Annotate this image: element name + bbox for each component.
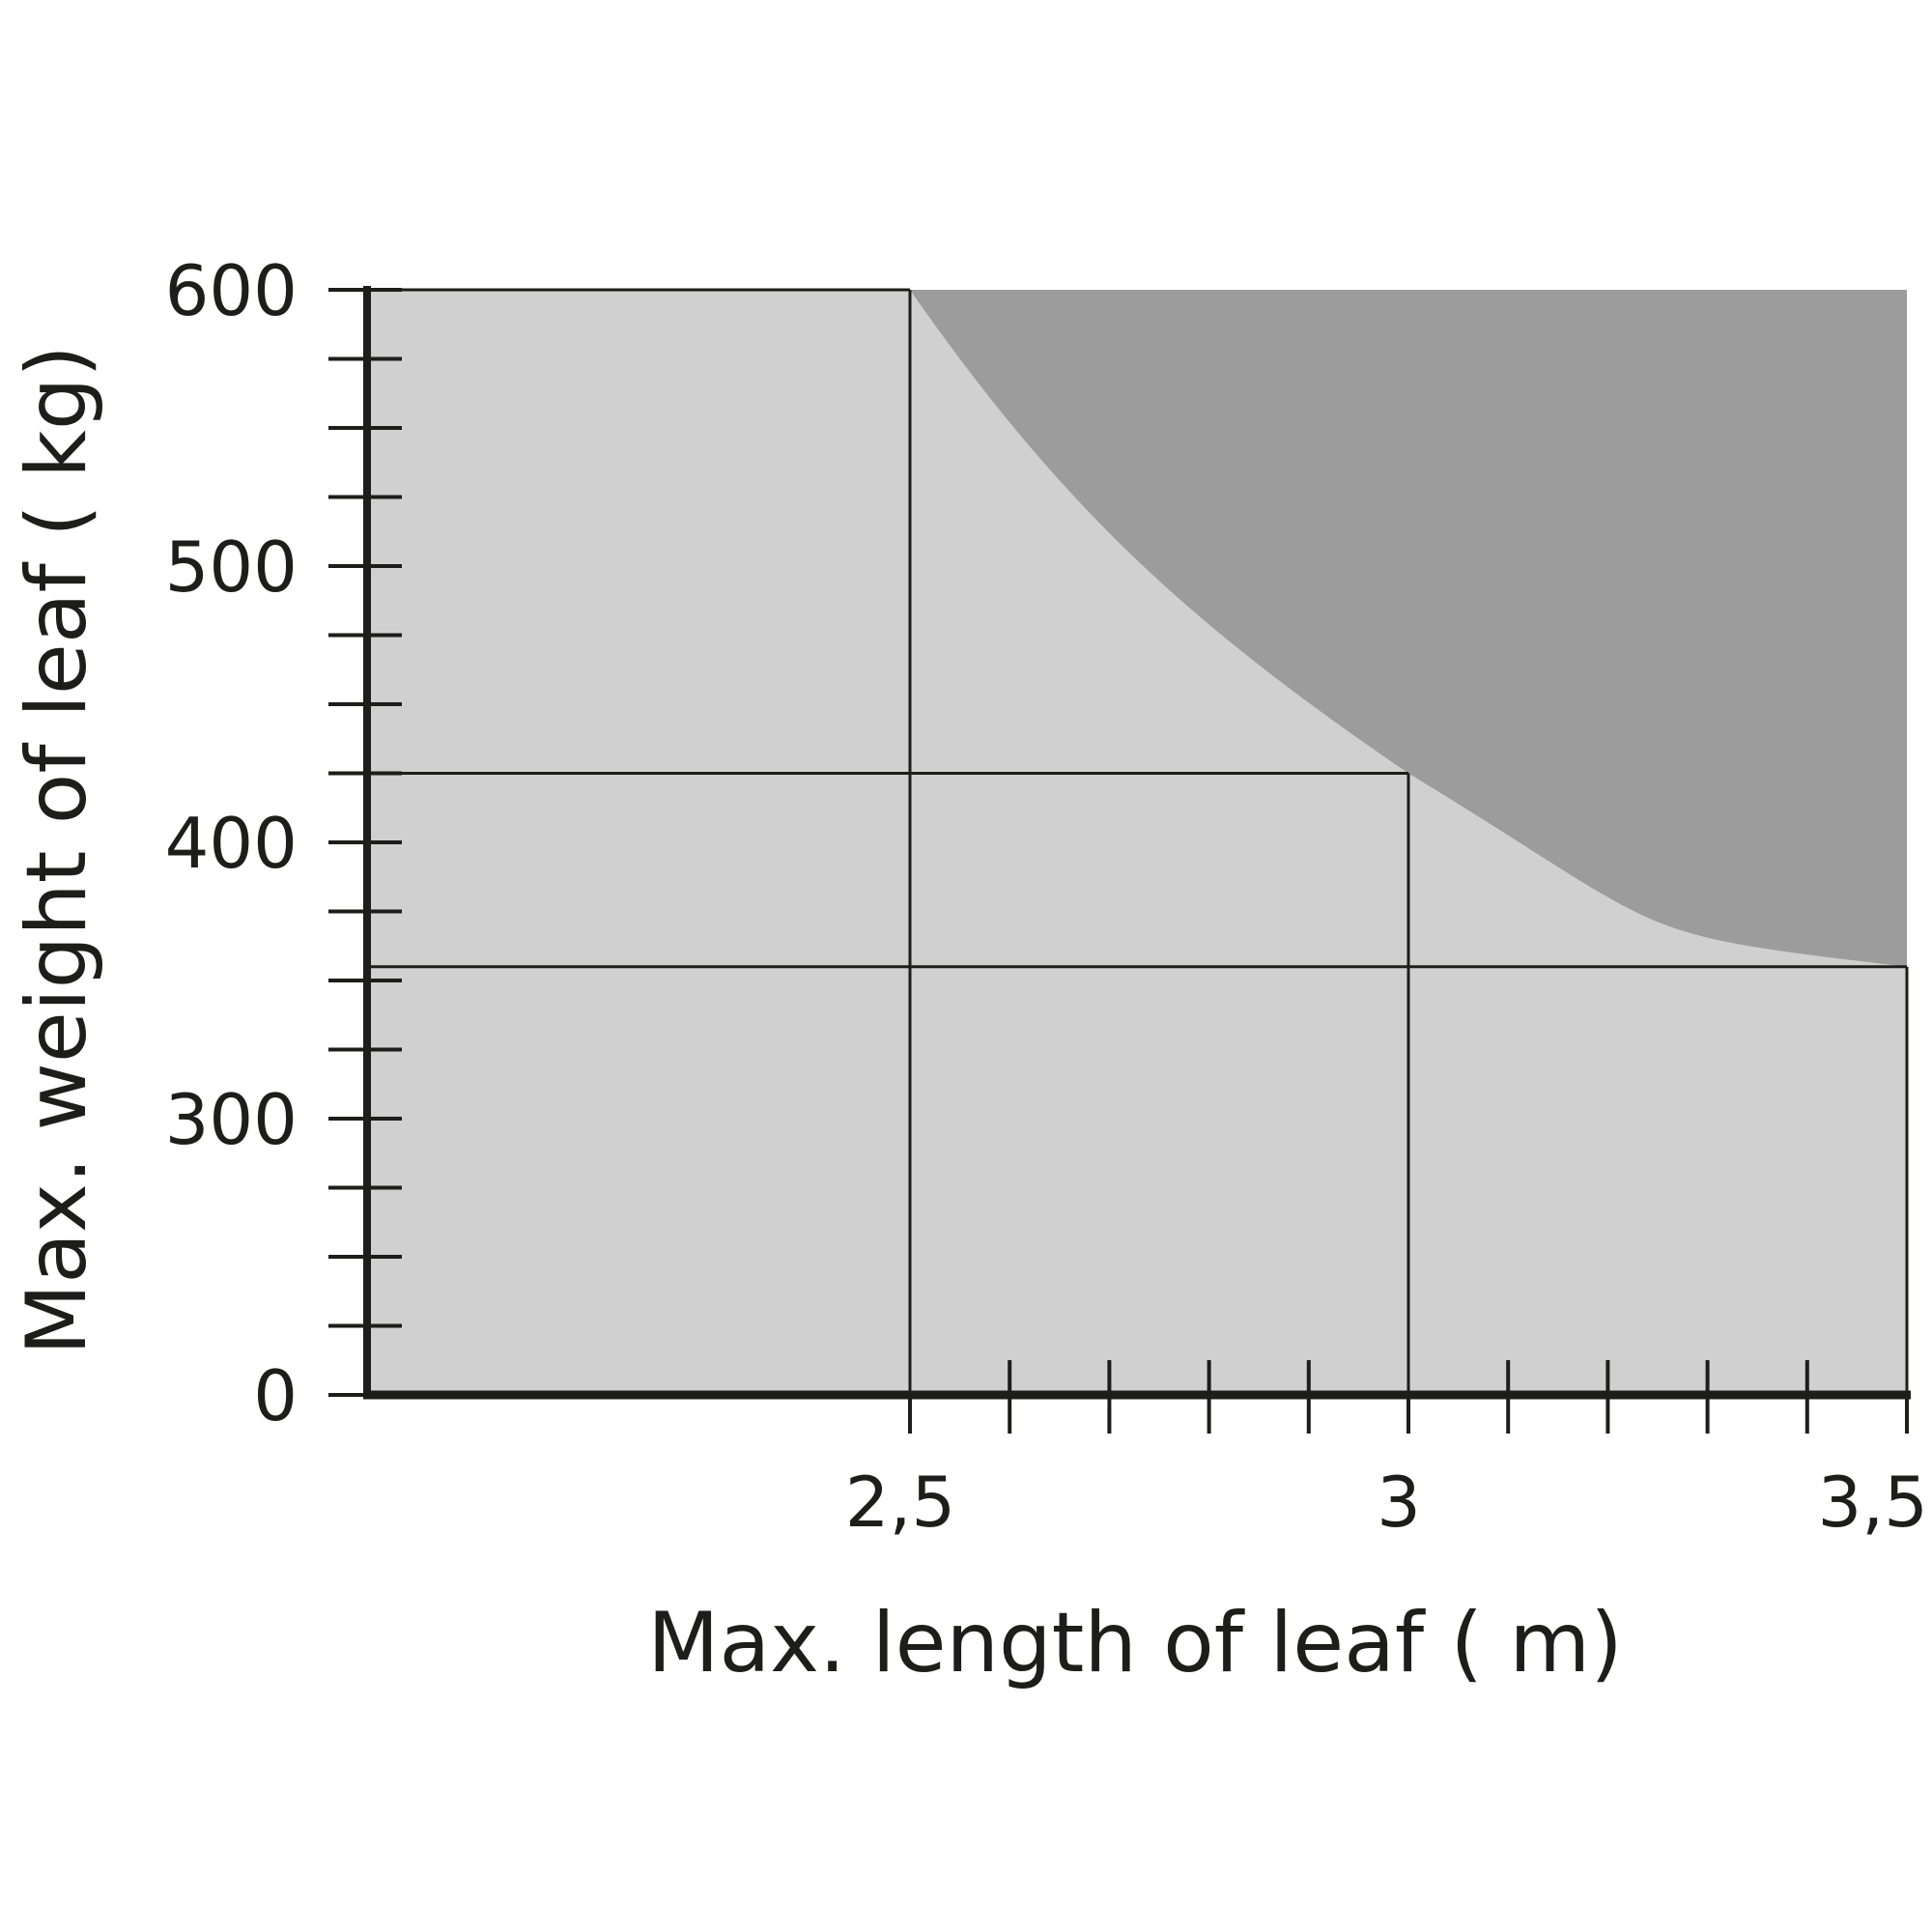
y-tick-label-3: 500 [165,526,298,608]
x-tick-label-2: 3,5 [1817,1462,1928,1543]
chart-axes [328,286,1911,1434]
y-axis-title: Max. weight of leaf ( kg) [9,345,105,1355]
y-tick-label-1: 300 [165,1079,298,1160]
tick-labels: 0 300 400 500 600 2,5 3 3,5 [165,250,1928,1543]
y-tick-label-4: 600 [165,250,298,331]
x-axis-title: Max. length of leaf ( m) [647,1595,1623,1691]
x-tick-label-0: 2,5 [845,1462,956,1543]
y-tick-label-2: 400 [165,803,298,884]
x-tick-label-1: 3 [1377,1462,1421,1543]
reference-lines [367,288,1909,1395]
y-tick-label-0: 0 [253,1355,298,1436]
allowed-region [367,290,1907,1395]
chart-regions [367,290,1907,1395]
